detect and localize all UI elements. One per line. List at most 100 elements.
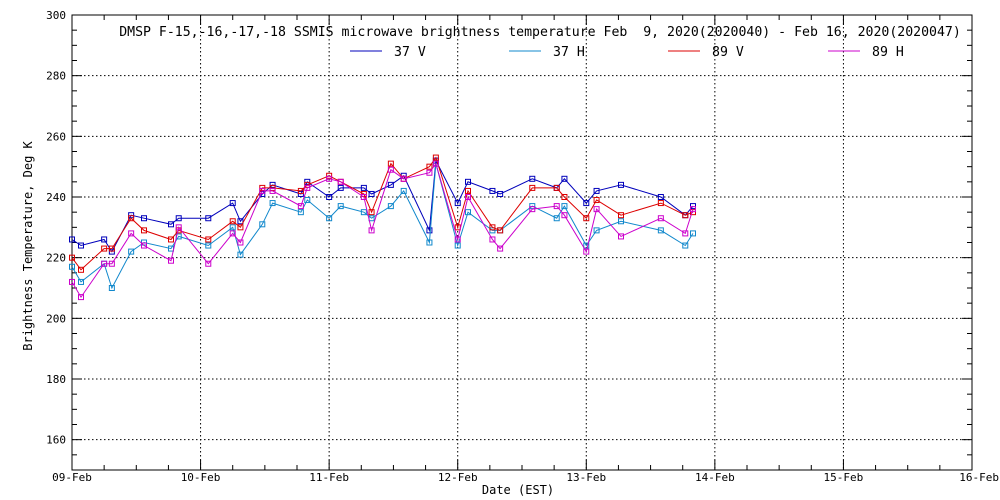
data-point [400, 187, 407, 194]
data-point [690, 203, 696, 210]
data-point [497, 190, 504, 197]
data-point [561, 203, 568, 210]
data-point [128, 230, 135, 237]
y-tick-label: 200 [46, 312, 66, 325]
data-point [337, 203, 344, 210]
data-point [682, 230, 689, 237]
y-tick-label: 220 [46, 252, 66, 265]
x-tick-label: 09-Feb [52, 471, 92, 484]
data-point [259, 221, 266, 228]
data-point [269, 200, 276, 207]
data-point [168, 257, 174, 264]
data-point [205, 215, 212, 222]
data-point [426, 169, 433, 176]
data-point [368, 209, 375, 216]
data-point [583, 248, 590, 255]
series-line-89-h [71, 162, 694, 299]
data-point [489, 227, 496, 234]
data-point [205, 242, 212, 249]
labels: DMSP F-15,-16,-17,-18 SSMIS microwave br… [21, 25, 961, 497]
data-point [175, 215, 182, 222]
chart-title: DMSP F-15,-16,-17,-18 SSMIS microwave br… [119, 25, 961, 40]
x-tick-label: 14-Feb [695, 471, 735, 484]
data-point [465, 178, 471, 185]
axes: 160 180 200 220 240 260 280 300 09-Feb 10-Feb 11-F… [46, 9, 999, 484]
y-tick-label: 260 [46, 130, 66, 143]
data-point [682, 212, 689, 219]
data-point [426, 227, 433, 234]
data-point [304, 178, 311, 185]
y-tick-label: 180 [46, 373, 66, 386]
data-point [304, 184, 311, 191]
legend-label-89-v: 89 V [712, 45, 744, 60]
data-point [529, 175, 536, 182]
data-point [337, 178, 344, 185]
data-point [432, 154, 439, 161]
data-point [583, 242, 590, 249]
data-point [205, 236, 212, 243]
data-point [583, 200, 590, 207]
data-point [108, 260, 115, 267]
data-point [326, 172, 333, 179]
data-point [400, 175, 407, 182]
data-point [657, 227, 664, 234]
x-tick-label: 13-Feb [566, 471, 606, 484]
data-point [69, 254, 75, 261]
x-tick-label: 11-Feb [309, 471, 349, 484]
data-point [593, 227, 600, 234]
data-point [337, 184, 344, 191]
data-point [78, 242, 84, 249]
legend: 37 V 37 H 89 V 89 H [350, 45, 904, 60]
data-point [141, 215, 147, 222]
data-point [205, 260, 212, 267]
data-point [618, 212, 624, 219]
data-point [368, 227, 375, 234]
data-point [128, 215, 135, 222]
data-point [387, 203, 394, 210]
data-point [237, 239, 244, 246]
data-point [553, 184, 560, 191]
series-line-37-v [71, 158, 694, 253]
data-point [297, 209, 304, 216]
data-point [561, 212, 568, 219]
data-point [387, 166, 394, 173]
data-point [69, 278, 75, 285]
data-point [168, 221, 174, 228]
legend-label-37-v: 37 V [394, 45, 426, 60]
data-point [454, 236, 461, 243]
series-layer [69, 154, 696, 301]
data-point [465, 209, 471, 216]
data-point [128, 248, 135, 255]
data-point [454, 242, 461, 249]
data-point [690, 230, 696, 237]
data-point [141, 242, 147, 249]
data-point [304, 197, 311, 204]
series-line-37-h [71, 163, 694, 290]
data-point [593, 197, 600, 204]
data-point [368, 190, 375, 197]
data-point [360, 194, 367, 200]
data-point [489, 224, 496, 231]
data-point [297, 190, 304, 197]
data-point [237, 251, 244, 258]
data-point [432, 160, 439, 167]
x-tick-label: 12-Feb [438, 471, 478, 484]
data-point [237, 224, 244, 231]
data-point [269, 181, 276, 188]
data-point [489, 236, 496, 243]
data-point [387, 160, 394, 167]
data-point [657, 200, 664, 207]
y-tick-label: 240 [46, 191, 66, 204]
data-point [101, 236, 108, 243]
x-tick-label: 10-Feb [181, 471, 221, 484]
data-point [69, 236, 75, 243]
x-tick-label: 15-Feb [824, 471, 864, 484]
data-point [553, 203, 560, 210]
data-point [297, 187, 304, 194]
data-point [108, 285, 115, 291]
data-point [269, 187, 276, 194]
data-point [175, 224, 182, 231]
data-point [426, 163, 433, 170]
data-point [426, 239, 433, 246]
